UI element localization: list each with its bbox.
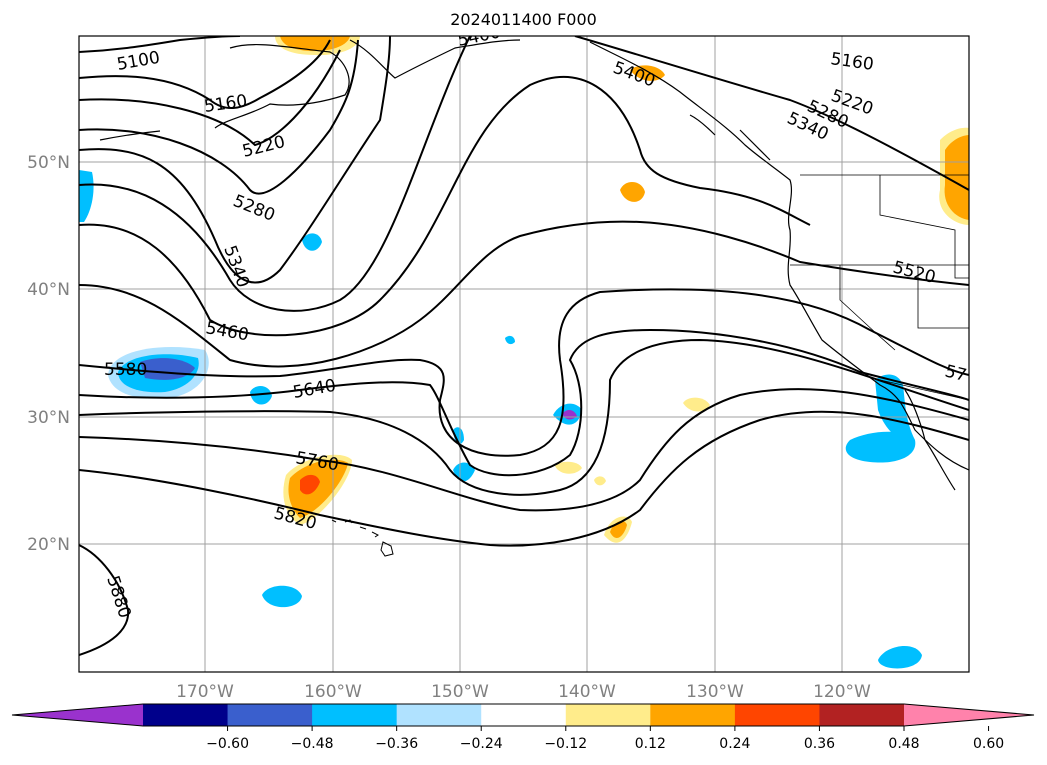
positive-anomaly-area [620,181,645,202]
contour-line-5580 [79,288,969,457]
negative-anomaly-area [453,427,464,445]
contour-line-5160 [79,39,331,109]
negative-anomaly-area [453,462,475,482]
negative-anomaly-area [250,386,272,405]
negative-anomaly-area [845,431,916,463]
contour-line-5280 [79,39,359,195]
lat-label: 40°N [27,280,70,300]
map-frame [78,35,970,673]
lon-label: 130°W [686,682,744,702]
contour-label: 5520 [891,258,938,289]
negative-anomaly-area [505,335,515,345]
colorbar-tick-label: −0.12 [544,736,587,752]
contour-label: 5640 [291,376,337,403]
lon-label: 120°W [813,682,871,702]
positive-anomaly-area [944,135,969,220]
lat-label: 30°N [27,408,70,428]
negative-anomaly-area [875,374,915,441]
lon-label: 150°W [431,682,489,702]
graticule [79,36,969,672]
contour-label: 5160 [829,49,875,75]
longitude-labels: 170°W 160°W 150°W 140°W 130°W 120°W [176,682,871,702]
colorbar-tick-label: −0.60 [206,736,249,752]
positive-anomaly-area [594,476,606,486]
colorbar-segment [227,704,313,726]
contour-label: 5400 [456,22,502,51]
contour-line-5340 [79,36,391,284]
height-contours [79,36,969,656]
contour-line-5400-west [79,36,471,312]
colorbar-segment [734,704,820,726]
colorbar-segment [312,704,398,726]
negative-anomaly-area [878,645,922,669]
colorbar-segment [565,704,651,726]
contour-line-5820 [79,410,969,547]
colorbar-tick-label: 0.60 [973,736,1004,752]
colorbar-tick-label: −0.36 [375,736,418,752]
colorbar-segment [481,704,567,726]
colorbar: −0.60 −0.48 −0.36 −0.24 −0.12 0.12 0.24 0.36 0.4… [11,703,1035,752]
contour-label: 5880 [102,573,134,620]
colorbar-segment [396,704,482,726]
lat-label: 20°N [27,535,70,555]
contour-line-5400-east [574,36,969,191]
colorbar-extend-low [12,704,143,726]
contour-label: 5340 [219,243,253,290]
contour-line-5640 [79,328,969,477]
negative-anomaly-area [302,233,322,251]
map-plot-area: 5100 5160 5220 5280 5340 5460 5580 5640 … [79,22,969,672]
lat-label: 50°N [27,153,70,173]
contour-label: 5220 [240,132,287,162]
contour-label: 5100 [115,48,161,75]
contour-label: 5460 [204,318,250,345]
colorbar-tick-label: 0.36 [804,736,835,752]
positive-anomaly-area [683,397,710,412]
contour-line-5100 [79,36,241,53]
contour-line-5460 [79,75,811,337]
contour-label: 5580 [104,360,147,380]
lon-label: 140°W [558,682,616,702]
contour-line-5760 [79,388,969,512]
colorbar-tick-label: 0.12 [635,736,666,752]
contour-label-truncated: 57 [943,361,969,386]
map-title: 2024011400 F000 [450,10,597,29]
hawaii-islands [331,519,394,557]
negative-anomaly-area [79,170,94,222]
colorbar-segment [819,704,905,726]
anomaly-shading [79,36,969,669]
latitude-labels: 50°N 40°N 30°N 20°N [27,153,70,555]
positive-anomaly-area [300,474,320,495]
colorbar-extend-high [904,704,1034,726]
contour-line-5520 [79,220,969,368]
colorbar-outline [11,703,1035,727]
colorbar-tick-label: 0.24 [719,736,750,752]
contour-label: 5280 [230,191,278,226]
contour-line-5880 [79,544,130,656]
contour-label: 5160 [203,91,249,117]
positive-anomaly-area [555,461,582,474]
lon-label: 170°W [176,682,234,702]
contour-line-5700 [79,338,969,496]
colorbar-tick-label: 0.48 [888,736,919,752]
borders [790,174,969,401]
lon-label: 160°W [304,682,362,702]
contour-line-5220 [79,49,341,147]
colorbar-tick-label: −0.24 [460,736,503,752]
negative-anomaly-area [262,585,302,608]
colorbar-segment [650,704,736,726]
colorbar-segment [143,704,229,726]
colorbar-tick-label: −0.48 [291,736,334,752]
contour-label: 5400 [610,58,657,92]
